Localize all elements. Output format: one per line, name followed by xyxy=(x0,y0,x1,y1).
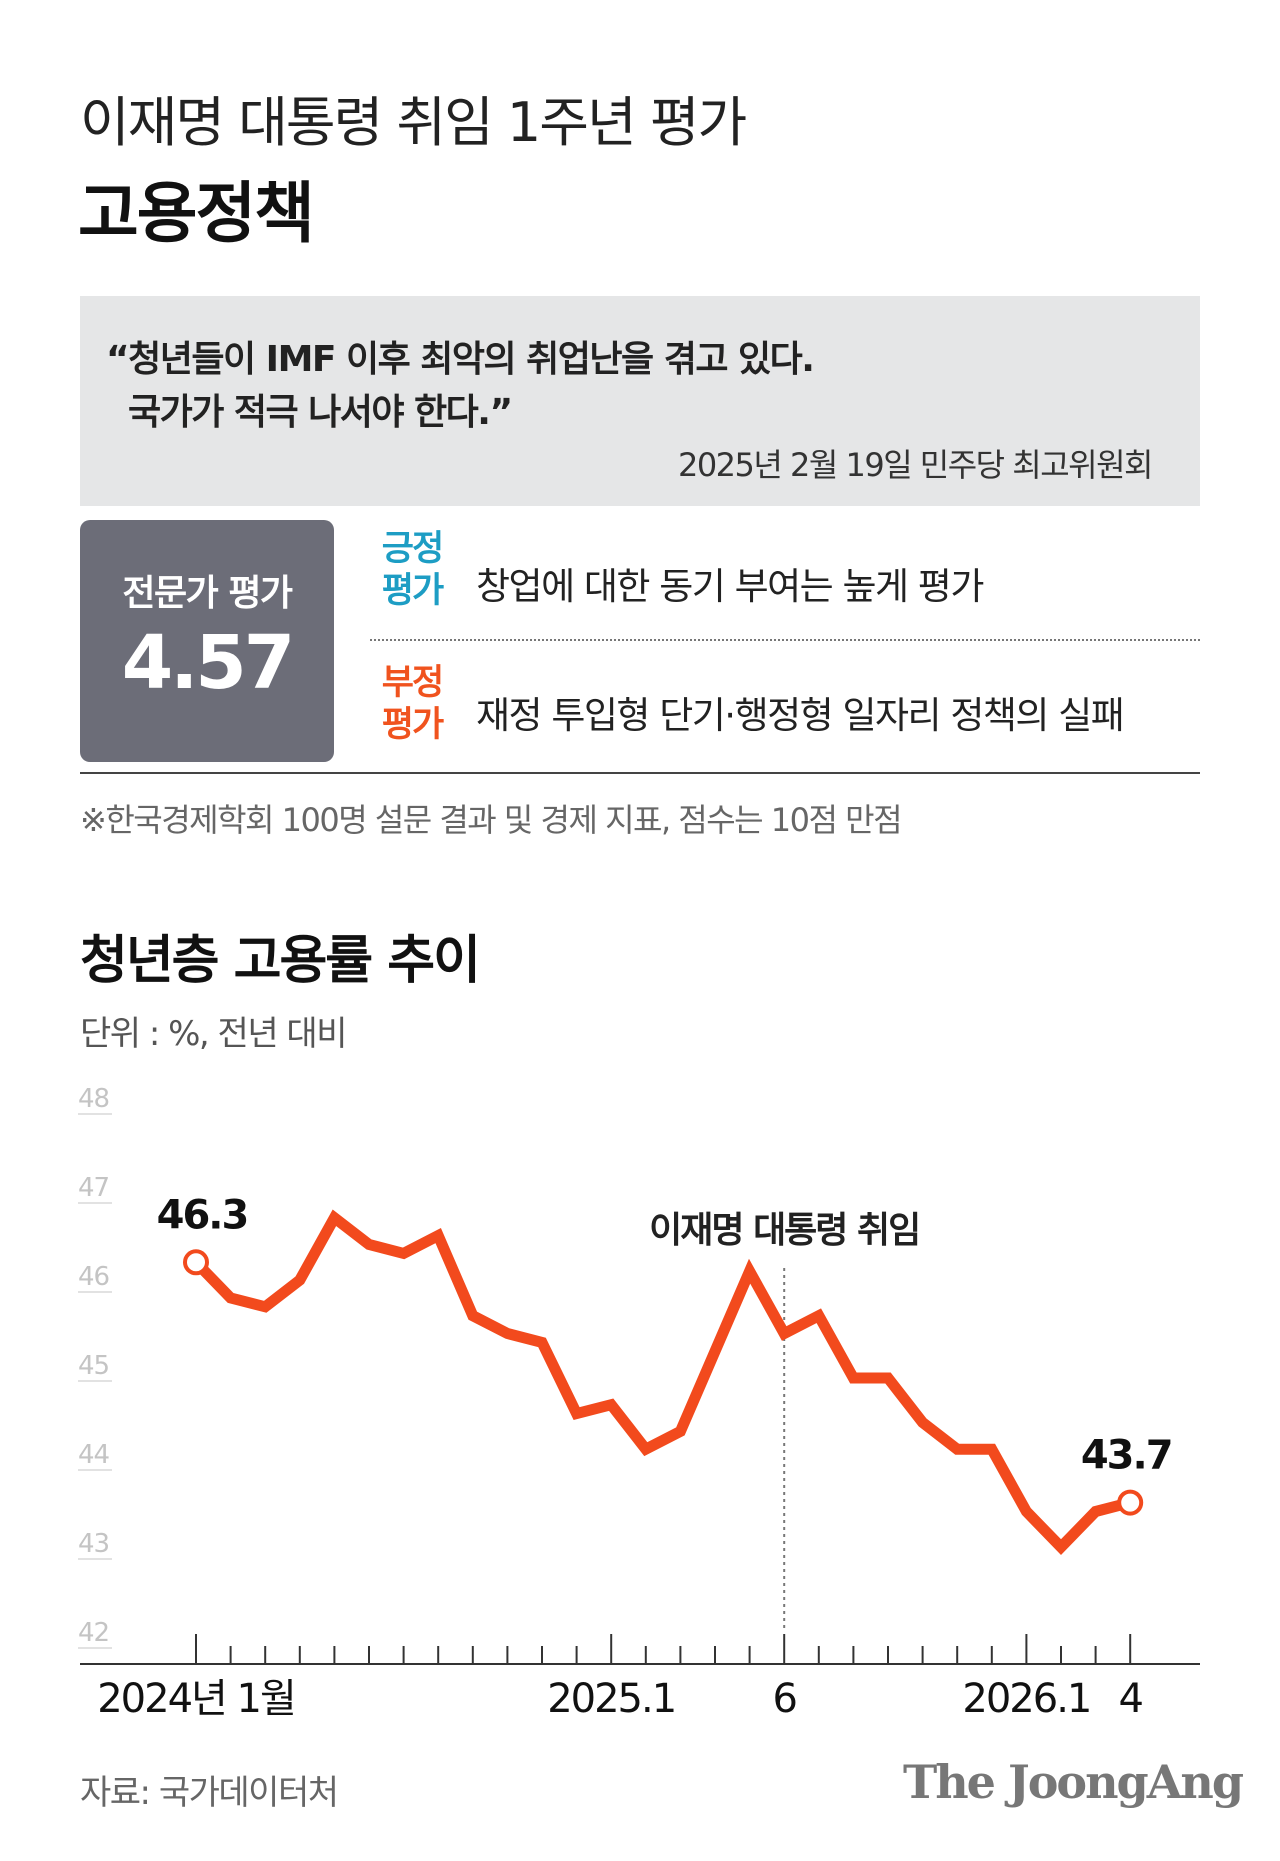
score-box: 전문가 평가 4.57 xyxy=(80,520,334,762)
data-point xyxy=(298,1278,302,1282)
negative-tag-line-1: 부정 xyxy=(381,663,444,703)
quote-line-2: 국가가 적극 나서야 한다.” xyxy=(128,392,513,433)
negative-tag-line-2: 평가 xyxy=(381,705,444,745)
chart-unit: 단위 : %, 전년 대비 xyxy=(80,1014,347,1054)
data-point xyxy=(1094,1510,1098,1514)
inauguration-annotation: 이재명 대통령 취임 xyxy=(649,1210,919,1251)
y-tick-label: 47 xyxy=(78,1173,109,1203)
line-chart: 48 47 46 45 44 43 42 2024년 1월 2025.1 6 2026.1 4 이재명 … xyxy=(78,1084,1200,1720)
negative-tag: 부정 평가 xyxy=(372,662,452,746)
data-point xyxy=(575,1412,579,1416)
data-point xyxy=(263,1305,267,1309)
data-point xyxy=(886,1376,890,1380)
y-tick-label: 42 xyxy=(78,1618,109,1648)
positive-tag: 긍정 평가 xyxy=(372,528,452,612)
y-tick-label: 48 xyxy=(78,1084,109,1114)
data-point xyxy=(229,1296,233,1300)
data-point xyxy=(748,1269,752,1273)
footnote: ※한국경제학회 100명 설문 결과 및 경제 지표, 점수는 10점 만점 xyxy=(80,801,903,839)
x-tick-label: 6 xyxy=(772,1676,795,1720)
data-point xyxy=(990,1447,994,1451)
data-point xyxy=(402,1251,406,1255)
data-point xyxy=(713,1349,717,1353)
data-label: 43.7 xyxy=(1081,1433,1172,1479)
quote-line-1: “청년들이 IMF 이후 최악의 취업난을 겪고 있다. xyxy=(106,339,815,380)
x-tick-label: 2026.1 xyxy=(962,1676,1090,1720)
data-point xyxy=(1024,1510,1028,1514)
data-label: 46.3 xyxy=(157,1192,248,1238)
y-tick-label: 45 xyxy=(78,1351,109,1381)
x-tick-label: 2024년 1월 xyxy=(97,1676,295,1720)
data-point xyxy=(367,1243,371,1247)
chart-title: 청년층 고용률 추이 xyxy=(80,931,481,991)
data-point xyxy=(678,1429,682,1433)
data-point xyxy=(609,1403,613,1407)
score-value: 4.57 xyxy=(121,620,296,706)
data-point xyxy=(955,1447,959,1451)
source-note: 자료: 국가데이터처 xyxy=(80,1773,339,1813)
data-point xyxy=(540,1340,544,1344)
x-tick-label: 2025.1 xyxy=(547,1676,675,1720)
quote-source: 2025년 2월 19일 민주당 최고위원회 xyxy=(677,446,1154,484)
data-point xyxy=(436,1234,440,1238)
x-tick-label: 4 xyxy=(1118,1676,1142,1720)
data-point xyxy=(505,1332,509,1336)
publisher-logo: The JoongAng xyxy=(903,1755,1244,1809)
y-tick-label: 44 xyxy=(78,1440,110,1470)
y-tick-label: 46 xyxy=(78,1262,109,1292)
series-line xyxy=(190,1209,1136,1555)
negative-text: 재정 투입형 단기·행정형 일자리 정책의 실패 xyxy=(476,694,1125,737)
eval-divider xyxy=(370,639,1200,641)
endpoint-marker xyxy=(183,1249,209,1276)
score-label: 전문가 평가 xyxy=(122,573,293,614)
data-point xyxy=(644,1447,648,1451)
y-tick-label: 43 xyxy=(78,1529,109,1559)
positive-tag-line-2: 평가 xyxy=(381,571,444,611)
data-point xyxy=(851,1376,855,1380)
data-point xyxy=(1059,1545,1063,1549)
data-point xyxy=(471,1314,475,1318)
eval-underline xyxy=(80,772,1200,774)
endpoint-marker xyxy=(1117,1489,1144,1516)
quote-box: “청년들이 IMF 이후 최악의 취업난을 겪고 있다. 국가가 적극 나서야 … xyxy=(80,296,1200,506)
positive-text: 창업에 대한 동기 부여는 높게 평가 xyxy=(476,565,984,608)
supertitle: 이재명 대통령 취임 1주년 평가 xyxy=(80,91,747,154)
data-point xyxy=(782,1332,786,1336)
page-title: 고용정책 xyxy=(78,175,315,252)
data-point xyxy=(332,1216,336,1220)
data-point xyxy=(921,1421,925,1425)
positive-tag-line-1: 긍정 xyxy=(381,529,444,569)
data-point xyxy=(817,1314,821,1318)
